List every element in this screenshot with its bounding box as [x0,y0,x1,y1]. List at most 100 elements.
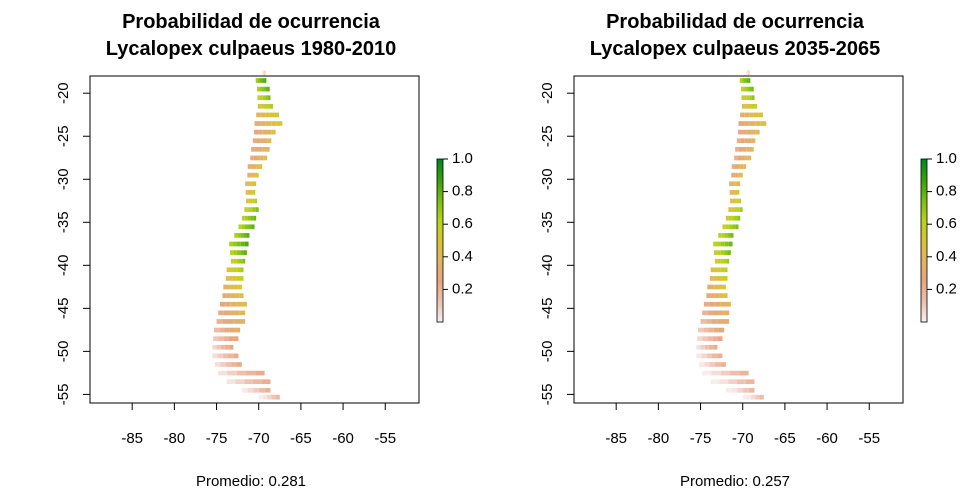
legend-swatch [921,267,927,271]
raster-cell [219,301,226,307]
legend-tick-label: 0.2 [936,280,957,297]
raster-cell [260,155,264,161]
legend-swatch [921,248,927,252]
raster-cell [243,233,247,238]
raster-cell [264,78,267,83]
legend-swatch [437,197,443,201]
raster-cell [747,155,752,161]
legend-swatch [437,259,443,263]
raster-cell [230,250,234,255]
raster-cell [216,344,221,350]
raster-cell [262,70,263,76]
legend-swatch [921,164,927,168]
raster-cell [249,190,252,195]
raster-cell [234,310,240,316]
raster-cell [232,276,237,281]
raster-cell [724,233,728,238]
raster-cell [247,215,251,221]
raster-cell [234,284,239,290]
raster-cell [264,70,265,76]
legend-swatch [437,256,443,261]
raster-cell [713,344,718,350]
legend-tick-label: 0.8 [452,183,473,200]
raster-cell [252,138,257,144]
raster-cell [226,284,231,290]
raster-cell [728,224,733,230]
raster-cell [719,293,724,298]
raster-cell [733,190,736,195]
raster-cell [751,394,756,400]
legend-swatch [437,281,443,285]
raster-cell [247,181,250,187]
raster-cell [751,95,755,101]
raster-cell [734,164,738,169]
raster-cell [265,146,270,152]
raster-cell [753,112,759,118]
raster-cell [240,233,244,238]
raster-cell [704,362,710,367]
raster-cell [241,301,247,307]
raster-cell [249,172,252,178]
raster-cell [715,362,721,367]
legend-swatch [921,221,927,225]
raster-cell [259,78,263,83]
raster-cell [275,394,280,400]
legend-swatch [921,197,927,201]
raster-cell [750,103,755,109]
raster-cell [262,146,266,152]
raster-cell [744,103,748,109]
raster-cell [241,224,245,230]
raster-cell [744,138,748,144]
raster-cell [276,121,283,126]
raster-cell [266,103,271,109]
raster-cell [264,387,271,393]
legend-swatch [437,300,443,304]
legend-swatch [437,216,443,220]
legend-swatch [921,159,927,163]
legend-swatch [921,178,927,182]
raster-cell [229,241,234,247]
legend-swatch [921,194,927,198]
raster-cell [250,207,253,212]
raster-cell [704,344,709,350]
legend-swatch [437,283,443,288]
raster-cell [714,267,718,273]
legend-swatch [921,313,927,318]
raster-cell [722,224,726,230]
raster-cell [723,310,730,316]
raster-cell [220,362,226,367]
raster-cell [702,370,712,376]
raster-cell [244,241,249,247]
raster-cell [259,387,265,393]
legend-swatch [437,175,443,179]
raster-cell [723,258,727,264]
raster-cell [713,310,719,316]
raster-cell [746,70,747,76]
raster-cell [263,103,267,109]
raster-cell [242,258,246,264]
legend-swatch [437,243,443,247]
raster-cell [269,112,275,118]
legend-swatch [921,302,927,307]
raster-cell [252,198,255,204]
legend-swatch [921,259,927,263]
raster-cell [723,293,728,298]
raster-cell [223,310,230,316]
raster-cell [720,258,724,264]
legend-swatch [437,161,443,165]
raster-cell [256,164,260,169]
raster-cell [707,336,713,342]
legend-swatch [921,283,927,288]
raster-cell [251,181,254,187]
raster-cell [237,233,241,238]
raster-cell [717,258,721,264]
raster-cell [254,172,257,178]
raster-cell [712,353,718,359]
legend-swatch [921,199,927,203]
legend-swatch [437,289,443,293]
raster-cell [713,241,718,247]
legend-tick-label: 1.0 [452,150,473,167]
legend-swatch [921,286,927,290]
raster-cell [248,224,252,230]
